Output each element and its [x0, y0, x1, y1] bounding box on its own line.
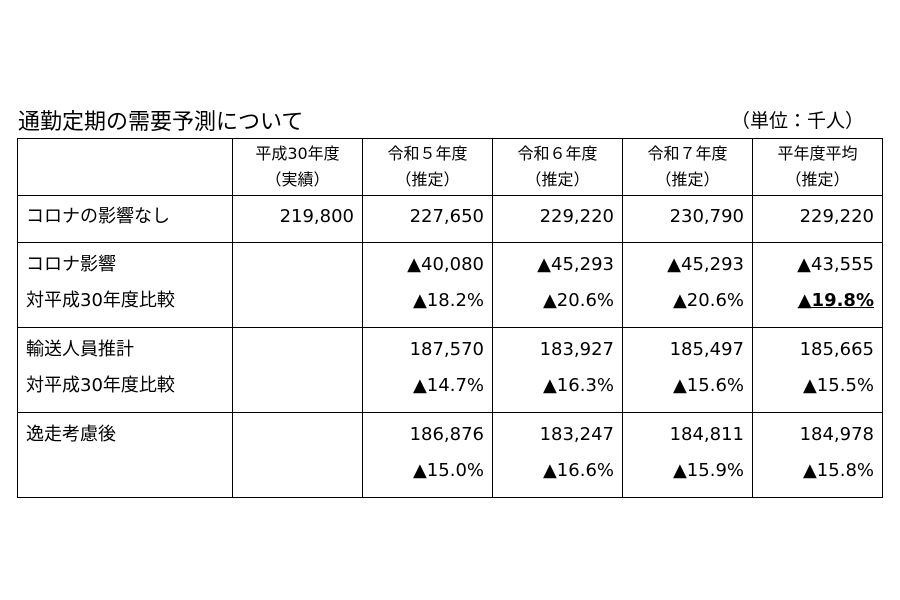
value-cell [232, 242, 363, 328]
value-text: ▲40,080 [407, 254, 484, 275]
column-header-line: （実績） [265, 170, 330, 189]
value-cell: 186,876 ▲15.0% [362, 412, 493, 498]
value-text: ▲16.3% [542, 375, 614, 396]
value-cell [232, 412, 363, 498]
value-text: 187,570 [409, 339, 484, 360]
column-header-line: （推定） [395, 170, 460, 189]
table-row: 輸送人員推計対平成30年度比較 187,570 ▲14.7% 183,927 ▲16.3… [17, 327, 883, 413]
value-text: 229,220 [799, 206, 874, 227]
row-label: 逸走考慮後 [17, 412, 233, 498]
column-header-line: 令和６年度 [517, 144, 598, 163]
value-text: 185,497 [669, 339, 744, 360]
value-text: ▲45,293 [667, 254, 744, 275]
value-text: 183,247 [539, 424, 614, 445]
value-cell: 184,811 ▲15.9% [622, 412, 753, 498]
value-text: ▲16.6% [542, 460, 614, 481]
value-cell: 184,978 ▲15.8% [752, 412, 883, 498]
value-text: 227,650 [409, 206, 484, 227]
value-text: ▲15.9% [672, 460, 744, 481]
value-cell: 185,665 ▲15.5% [752, 327, 883, 413]
value-cell: 187,570 ▲14.7% [362, 327, 493, 413]
value-text: 184,811 [669, 424, 744, 445]
value-cell: 219,800 [232, 195, 363, 243]
value-text: 185,665 [799, 339, 874, 360]
value-cell: ▲45,293 ▲20.6% [492, 242, 623, 328]
value-text: ▲14.7% [412, 375, 484, 396]
value-text: 219,800 [279, 206, 354, 227]
value-cell: 227,650 [362, 195, 493, 243]
value-text: ▲20.6% [672, 290, 744, 311]
column-header-line: （推定） [785, 170, 850, 189]
row-label-line: 対平成30年度比較 [26, 375, 175, 396]
value-cell: ▲45,293 ▲20.6% [622, 242, 753, 328]
row-label: コロナ影響対平成30年度比較 [17, 242, 233, 328]
row-label-line: 輸送人員推計 [26, 339, 134, 360]
value-text: 230,790 [669, 206, 744, 227]
unit-note: （単位：千人） [730, 110, 864, 132]
column-header: 平成30年度 （実績） [232, 138, 363, 196]
column-header-line: 令和５年度 [387, 144, 468, 163]
value-cell: ▲40,080 ▲18.2% [362, 242, 493, 328]
value-text: ▲15.0% [412, 460, 484, 481]
forecast-table: 平成30年度 （実績） 令和５年度 （推定） 令和６年度 （推定） 令和７年度 （推定） 平年度… [17, 138, 883, 498]
value-cell: 185,497 ▲15.6% [622, 327, 753, 413]
value-text: 183,927 [539, 339, 614, 360]
table-row: コロナの影響なし 219,800 227,650 229,220 230,790 229,… [17, 195, 883, 243]
value-text: ▲15.6% [672, 375, 744, 396]
value-cell: 183,247 ▲16.6% [492, 412, 623, 498]
title: 通勤定期の需要予測について [18, 110, 304, 135]
row-label: コロナの影響なし [17, 195, 233, 243]
value-text: ▲18.2% [412, 290, 484, 311]
value-cell [232, 327, 363, 413]
column-header-line: 平成30年度 [255, 144, 340, 163]
column-header: 令和７年度 （推定） [622, 138, 753, 196]
value-text: ▲45,293 [537, 254, 614, 275]
value-cell: 230,790 [622, 195, 753, 243]
value-text: ▲15.8% [802, 460, 874, 481]
value-cell: ▲43,555 ▲19.8% [752, 242, 883, 328]
row-label-line: コロナの影響なし [26, 206, 170, 227]
column-header: 令和５年度 （推定） [362, 138, 493, 196]
value-text: 229,220 [539, 206, 614, 227]
row-label-line: コロナ影響 [26, 254, 116, 275]
column-header-line: （推定） [655, 170, 720, 189]
table-row: 逸走考慮後 186,876 ▲15.0% 183,247 ▲16.6% 184,811 ▲1… [17, 412, 883, 498]
value-text: 186,876 [409, 424, 484, 445]
column-header-line: 令和７年度 [647, 144, 728, 163]
column-header-line: （推定） [525, 170, 590, 189]
row-label-line: 対平成30年度比較 [26, 290, 175, 311]
value-cell: 229,220 [752, 195, 883, 243]
value-text: ▲20.6% [542, 290, 614, 311]
value-cell: 183,927 ▲16.3% [492, 327, 623, 413]
value-text: ▲43,555 [797, 254, 874, 275]
table-row: コロナ影響対平成30年度比較 ▲40,080 ▲18.2% ▲45,293 ▲20.6%… [17, 242, 883, 328]
header-row: 平成30年度 （実績） 令和５年度 （推定） 令和６年度 （推定） 令和７年度 （推定） 平年度… [17, 138, 883, 196]
column-header: 令和６年度 （推定） [492, 138, 623, 196]
value-text: ▲15.5% [802, 375, 874, 396]
corner-cell [17, 138, 233, 196]
column-header-line: 平年度平均 [777, 144, 858, 163]
column-header: 平年度平均 （推定） [752, 138, 883, 196]
row-label: 輸送人員推計対平成30年度比較 [17, 327, 233, 413]
value-cell: 229,220 [492, 195, 623, 243]
row-label-line: 逸走考慮後 [26, 424, 116, 445]
value-text: ▲19.8% [797, 290, 874, 311]
value-text: 184,978 [799, 424, 874, 445]
